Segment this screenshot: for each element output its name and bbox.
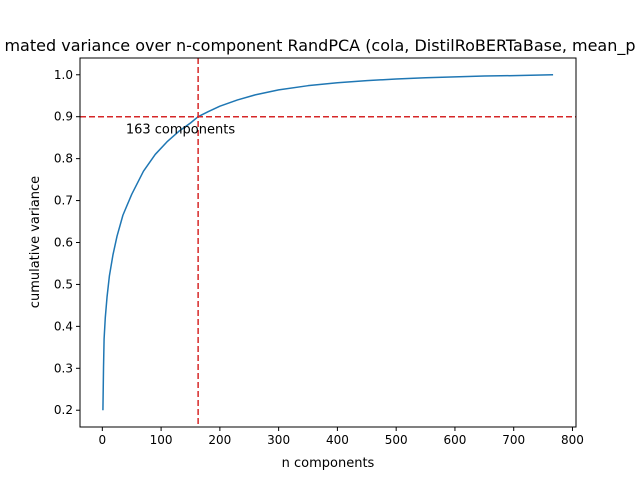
- series-line-0: [102, 74, 554, 411]
- x-tick-label: 200: [208, 433, 231, 447]
- y-tick-label: 0.7: [54, 194, 73, 208]
- x-tick-label: 600: [443, 433, 466, 447]
- x-tick-label: 300: [267, 433, 290, 447]
- y-axis-label: cumulative variance: [28, 176, 43, 308]
- chart-title: mated variance over n-component RandPCA …: [4, 36, 635, 56]
- y-tick-label: 0.4: [54, 319, 73, 333]
- y-tick-label: 0.8: [54, 152, 73, 166]
- x-tick-label: 800: [561, 433, 584, 447]
- plot-frame: [79, 57, 577, 428]
- y-tick-label: 0.2: [54, 403, 73, 417]
- y-tick-label: 0.6: [54, 236, 73, 250]
- x-tick-label: 700: [502, 433, 525, 447]
- y-tick-label: 0.9: [54, 110, 73, 124]
- x-tick-label: 500: [385, 433, 408, 447]
- y-tick-label: 0.5: [54, 277, 73, 291]
- x-tick-label: 100: [150, 433, 173, 447]
- x-tick-label: 400: [326, 433, 349, 447]
- annotation-label: 163 components: [126, 122, 235, 137]
- y-tick-label: 0.3: [54, 361, 73, 375]
- y-tick-label: 1.0: [54, 68, 73, 82]
- x-axis-label: n components: [282, 456, 375, 471]
- x-tick-label: 0: [99, 433, 107, 447]
